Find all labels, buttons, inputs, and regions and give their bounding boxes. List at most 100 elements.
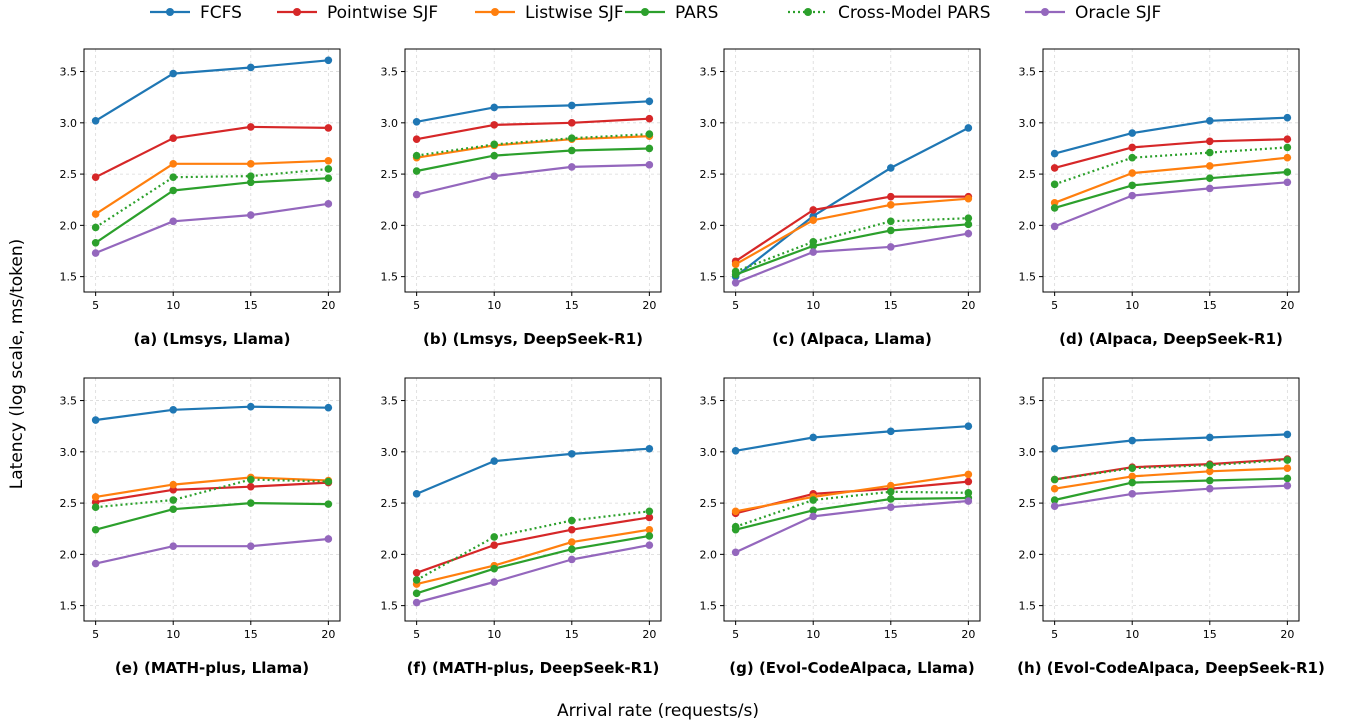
data-point [567,538,576,546]
series-line [94,177,329,244]
data-point [246,542,255,550]
data-point [91,223,100,232]
series-listwise-sjf [91,156,333,218]
x-tick-label: 5 [413,299,420,312]
data-point [169,173,178,181]
x-tick-label: 10 [806,628,820,641]
panel-a: 1.5 2.0 2.5 3.0 3.5 5 10 15 20 (a) (Lmsys, Llama) [60,48,341,348]
data-point [1050,502,1059,510]
series-pars [91,499,333,534]
data-point [886,243,895,251]
series-line [416,147,650,173]
series-cross-model-pars [731,488,973,531]
y-tick-label: 2.5 [381,497,399,510]
data-point [91,238,100,247]
x-tick-label: 20 [1280,628,1294,641]
data-point [246,499,255,507]
data-point [246,475,255,484]
data-point [886,488,895,496]
series-line [416,100,650,123]
data-point [567,134,576,143]
series-line [416,516,650,574]
y-tick-label: 3.5 [381,395,399,408]
series-line [735,499,969,554]
series-pars [412,144,654,175]
data-point [645,144,654,153]
panel-g: 1.5 2.0 2.5 3.0 3.5 5 10 15 20 (g) (Evol-CodeAlpa… [700,377,981,677]
data-point [91,416,100,424]
data-point [1205,116,1214,125]
data-point [412,167,421,175]
series-listwise-sjf [412,525,654,588]
plot-frame [404,48,662,293]
data-point [324,124,333,132]
plot-frame [83,377,341,622]
data-point [964,194,973,203]
data-point [1128,153,1137,162]
panel-h: 1.5 2.0 2.5 3.0 3.5 5 10 15 20 (h) (Evol-CodeAlpa… [1017,377,1325,677]
series-pars [412,532,654,598]
panel-e: 1.5 2.0 2.5 3.0 3.5 5 10 15 20 (e) (MATH-plus, Ll… [60,377,341,677]
y-tick-label: 2.5 [60,168,78,181]
panels: 1.5 2.0 2.5 3.0 3.5 5 10 15 20 (a) (Lmsys, Llama)… [60,48,1325,677]
data-point [412,576,421,584]
series-line [1054,138,1288,169]
series-pointwise-sjf [731,192,973,266]
data-point [1128,436,1137,445]
data-point [324,156,333,165]
series-pointwise-sjf [91,123,333,181]
data-point [324,535,333,543]
data-point [490,103,499,112]
series-line [1054,477,1288,502]
series-line [416,163,650,196]
data-point [91,116,100,125]
data-point [809,206,818,214]
x-tick-label: 5 [1051,628,1058,641]
data-point [1128,191,1137,200]
data-point [490,578,499,586]
series-line [416,528,650,586]
y-tick-label: 3.0 [60,446,78,459]
data-point [886,226,895,235]
data-point [1128,181,1137,190]
data-point [886,427,895,436]
data-point [1050,149,1059,158]
data-point [645,513,654,522]
series-line [95,159,329,216]
y-tick-label: 1.5 [1019,600,1037,613]
legend-marker [491,8,499,16]
series-listwise-sjf [1050,153,1292,207]
data-point [91,525,100,534]
x-tick-label: 10 [487,628,501,641]
y-tick-label: 2.5 [700,497,718,510]
data-point [490,140,499,149]
plot-frame [83,48,341,293]
legend-item-cross-model-pars: Cross-Model PARS [788,3,991,23]
series-pars [1050,168,1292,212]
data-point [567,146,576,155]
y-tick-label: 3.5 [1019,395,1037,408]
data-point [91,249,100,257]
plot-frame [404,377,662,622]
series-line [735,425,969,452]
y-axis-label: Latency (log scale, ms/token) [7,239,27,489]
series-cross-model-pars [91,165,333,232]
data-point [731,548,740,557]
series-line [735,496,969,531]
data-point [809,506,818,515]
series-line [416,534,650,595]
x-tick-label: 10 [487,299,501,312]
data-point [1205,476,1214,485]
data-point [91,503,100,511]
x-tick-label: 15 [884,299,898,312]
data-point [809,433,818,442]
y-tick-label: 3.0 [700,446,718,459]
data-point [246,172,255,180]
data-point [1205,184,1214,193]
data-point [1128,478,1137,487]
series-cross-model-pars [731,214,973,276]
data-point [490,172,499,180]
panel-title: (h) (Evol-CodeAlpaca, DeepSeek-R1) [1017,659,1325,677]
data-point [412,569,421,577]
